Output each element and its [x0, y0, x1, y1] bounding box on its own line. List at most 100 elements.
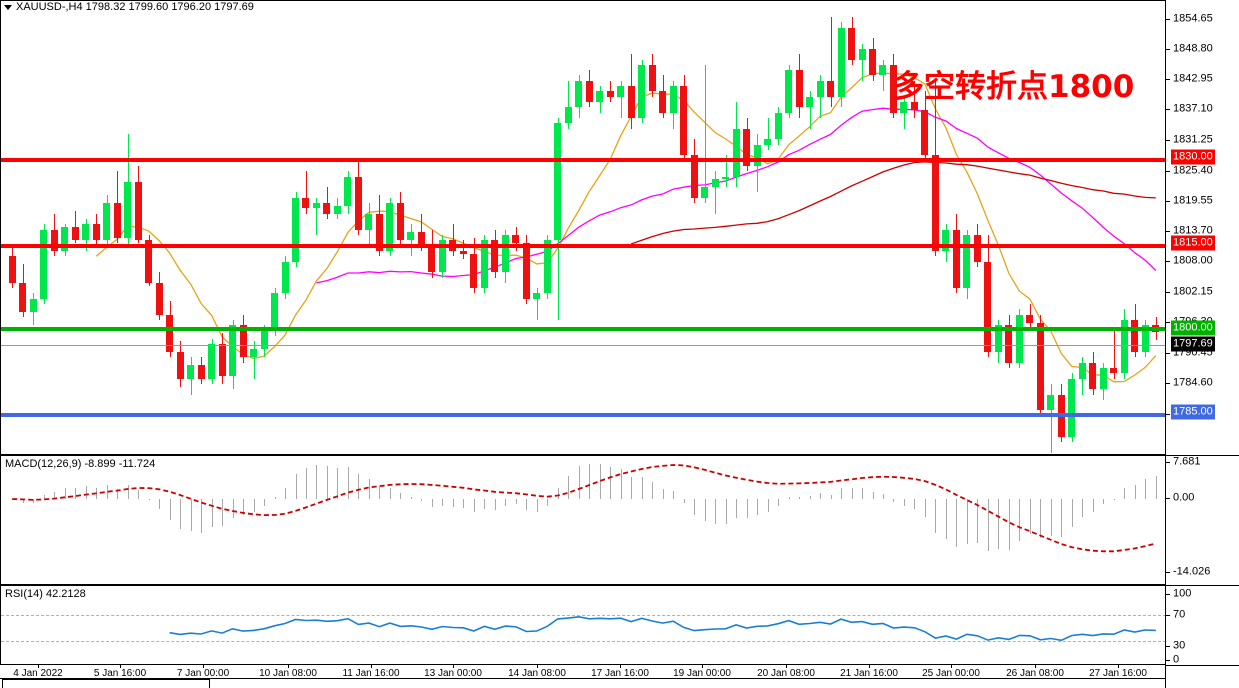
candle-body[interactable] — [607, 91, 614, 97]
macd-pane[interactable]: MACD(12,26,9) -8.899 -11.724 — [0, 455, 1172, 585]
candle-body[interactable] — [680, 86, 687, 156]
candle-body[interactable] — [879, 64, 886, 76]
candle-body[interactable] — [523, 242, 530, 299]
candle-body[interactable] — [103, 203, 110, 241]
candle-body[interactable] — [565, 107, 572, 124]
candle-body[interactable] — [817, 80, 824, 97]
candle-body[interactable] — [156, 282, 163, 315]
triangle-down-icon[interactable] — [4, 5, 12, 10]
candle-body[interactable] — [1068, 378, 1075, 438]
scrollbar-thumb[interactable] — [2, 679, 210, 688]
candle-body[interactable] — [292, 197, 299, 262]
candle-body[interactable] — [743, 128, 750, 166]
candle-body[interactable] — [1142, 325, 1149, 352]
candle-body[interactable] — [1037, 322, 1044, 411]
price-axis[interactable]: 1854.65 1848.80 1842.95 1837.10 1831.25 1825.… — [1165, 0, 1239, 688]
candle-body[interactable] — [365, 213, 372, 230]
candle-body[interactable] — [638, 64, 645, 118]
candle-body[interactable] — [502, 235, 509, 273]
candle-body[interactable] — [575, 80, 582, 108]
candle-body[interactable] — [261, 330, 268, 350]
candle-body[interactable] — [995, 325, 1002, 352]
candle-body[interactable] — [40, 229, 47, 299]
candle-body[interactable] — [754, 144, 761, 166]
candle-body[interactable] — [544, 240, 551, 294]
candle-body[interactable] — [166, 314, 173, 352]
candle-body[interactable] — [890, 64, 897, 113]
candle-body[interactable] — [859, 48, 866, 60]
candle-body[interactable] — [806, 96, 813, 108]
candle-body[interactable] — [963, 235, 970, 289]
candle-body[interactable] — [984, 261, 991, 352]
candle-body[interactable] — [1079, 362, 1086, 379]
candle-body[interactable] — [302, 197, 309, 209]
candle-body[interactable] — [764, 139, 771, 145]
candle-body[interactable] — [1121, 320, 1128, 374]
candle-body[interactable] — [733, 128, 740, 177]
candle-body[interactable] — [72, 227, 79, 241]
candle-body[interactable] — [900, 102, 907, 113]
candle-body[interactable] — [439, 240, 446, 273]
horizontal-scrollbar[interactable] — [0, 678, 1239, 688]
candle-body[interactable] — [135, 181, 142, 241]
candle-body[interactable] — [397, 203, 404, 241]
candle-body[interactable] — [19, 282, 26, 313]
candle-body[interactable] — [932, 155, 939, 251]
candle-body[interactable] — [1047, 394, 1054, 411]
candle-body[interactable] — [701, 187, 708, 198]
level-line-support-1785[interactable] — [1, 413, 1171, 417]
candle-body[interactable] — [921, 110, 928, 156]
candle-body[interactable] — [334, 205, 341, 214]
candle-body[interactable] — [114, 203, 121, 238]
candle-body[interactable] — [428, 245, 435, 273]
candle-body[interactable] — [1110, 367, 1117, 374]
price-pane[interactable] — [0, 0, 1172, 455]
candle-body[interactable] — [240, 325, 247, 358]
candle-body[interactable] — [533, 293, 540, 299]
candle-body[interactable] — [838, 27, 845, 97]
candle-body[interactable] — [93, 224, 100, 241]
rsi-pane[interactable]: RSI(14) 42.2128 — [0, 585, 1172, 665]
candle-body[interactable] — [198, 365, 205, 379]
candle-body[interactable] — [491, 240, 498, 273]
candle-body[interactable] — [512, 235, 519, 243]
candle-body[interactable] — [596, 91, 603, 103]
candle-body[interactable] — [586, 80, 593, 103]
candle-body[interactable] — [712, 179, 719, 188]
candle-body[interactable] — [911, 102, 918, 111]
candle-body[interactable] — [145, 240, 152, 283]
candle-body[interactable] — [691, 155, 698, 198]
candle-body[interactable] — [785, 70, 792, 113]
candle-body[interactable] — [1131, 320, 1138, 352]
level-line-current-price-1797[interactable] — [1, 345, 1171, 346]
candle-body[interactable] — [775, 112, 782, 140]
candle-body[interactable] — [460, 250, 467, 254]
candle-body[interactable] — [282, 261, 289, 294]
price-tag-1815-00[interactable]: 1815.00 — [1171, 235, 1215, 251]
candle-body[interactable] — [407, 232, 414, 241]
candle-body[interactable] — [250, 349, 257, 358]
candle-body[interactable] — [271, 293, 278, 331]
candle-body[interactable] — [974, 235, 981, 262]
candle-body[interactable] — [1016, 314, 1023, 363]
price-tag-1785-00[interactable]: 1785.00 — [1171, 404, 1215, 420]
candle-body[interactable] — [617, 86, 624, 97]
candle-body[interactable] — [659, 91, 666, 113]
candle-body[interactable] — [313, 203, 320, 209]
candle-body[interactable] — [124, 181, 131, 238]
price-tag-1800-00[interactable]: 1800.00 — [1171, 320, 1215, 336]
candle-body[interactable] — [229, 325, 236, 376]
price-tag-1797-69[interactable]: 1797.69 — [1171, 336, 1215, 352]
candle-body[interactable] — [953, 229, 960, 289]
candle-body[interactable] — [470, 253, 477, 289]
candle-body[interactable] — [323, 203, 330, 214]
price-tag-1830-00[interactable]: 1830.00 — [1171, 149, 1215, 165]
candle-body[interactable] — [796, 70, 803, 108]
level-line-resistance-1830[interactable] — [1, 158, 1171, 162]
candle-body[interactable] — [344, 176, 351, 206]
candle-body[interactable] — [355, 176, 362, 230]
candle-body[interactable] — [9, 256, 16, 283]
candle-body[interactable] — [376, 213, 383, 251]
candle-body[interactable] — [869, 48, 876, 76]
candle-body[interactable] — [827, 80, 834, 97]
